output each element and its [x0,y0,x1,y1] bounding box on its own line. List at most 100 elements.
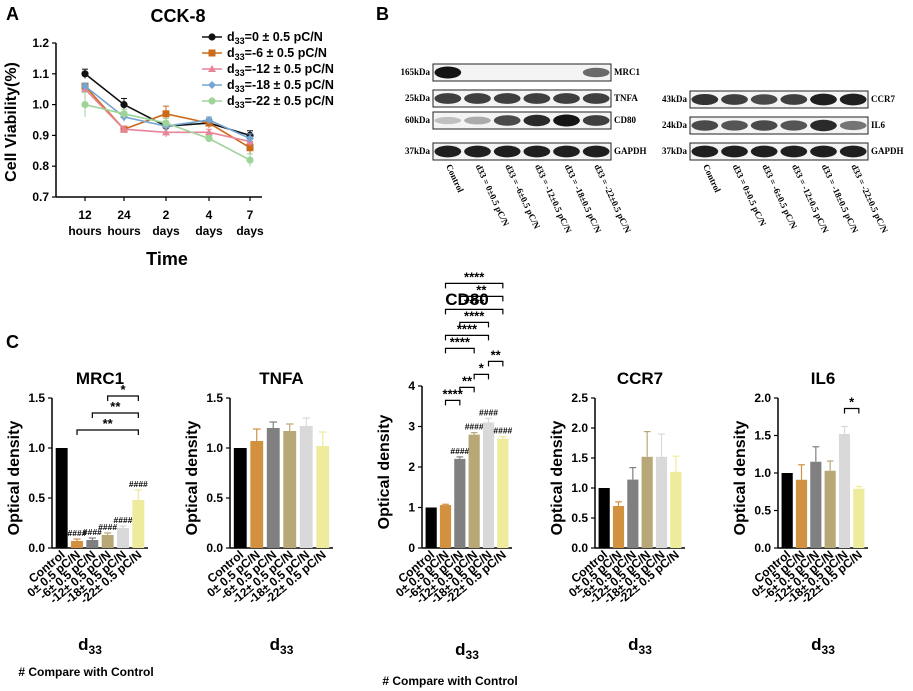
bar [627,479,639,548]
x-axis-label: d33 [628,635,652,657]
bar [781,473,793,548]
significance-bracket [843,407,860,414]
bar [266,428,280,548]
blot-right: 43kDa CCR7 24kDa IL6 37kDa GAPDH Control d33 = … [662,90,904,235]
significance-stars: **** [464,295,485,310]
bar [612,506,625,548]
y-tick-label: 0.5 [28,491,45,505]
significance-hash: #### [450,446,469,456]
blot-band [691,120,719,131]
significance-stars: ** [462,373,473,388]
blot-strip [432,63,612,82]
significance-bracket [444,334,490,341]
y-tick-label: 0.9 [32,128,49,142]
blot-band [493,145,521,158]
bar [250,441,264,548]
significance-bracket [444,347,475,354]
blot-band [523,145,551,158]
y-tick-label: 1.5 [28,391,45,405]
band-protein-label: GAPDH [614,146,647,156]
bar [598,488,610,548]
y-tick-label: 1.5 [571,451,588,465]
y-tick-label: 0.7 [32,190,49,204]
bar [316,446,330,548]
y-tick-label: 0.0 [754,541,771,555]
x-axis-label: d33 [78,635,102,657]
blot-band [750,94,778,105]
legend-item: d33=-6 ± 0.5 pC/N [202,46,327,62]
chart-title: CD80 [445,290,488,309]
x-axis-label: Time [146,249,188,269]
x-tick-label: days [195,224,223,238]
blot-band [721,94,748,105]
bar [86,540,99,548]
band-protein-label: IL6 [871,120,886,130]
band-kda-label: 37kDa [662,146,688,156]
footnote-left: # Compare with Control [18,665,153,679]
significance-stars: ** [476,282,487,297]
y-tick-label: 0.0 [206,541,223,555]
lane-label: d33 = 0±0.5 pC/N [474,163,512,228]
x-tick-label: hours [107,224,141,238]
lane-label: Control [444,163,466,195]
y-tick-label: 4 [408,379,415,393]
data-point [205,134,213,143]
blot-band [721,145,748,158]
y-tick-label: 0.0 [28,541,45,555]
data-point [162,110,170,118]
y-tick-label: 2.0 [571,421,588,435]
x-axis-label: d33 [811,635,835,657]
x-tick-label: 2 [163,208,170,222]
y-tick-label: 1.0 [571,481,588,495]
data-point [162,128,170,136]
bar [55,448,68,548]
blot-band [750,145,778,158]
y-tick-label: 1.1 [32,67,49,81]
significance-stars: ** [491,347,502,362]
blot-band [582,93,610,104]
data-point [246,134,254,143]
bar [641,456,653,548]
chart-title: CCK-8 [150,6,205,26]
significance-stars: **** [464,308,485,323]
x-tick-label: days [152,224,180,238]
data-point [81,70,89,78]
blot-left: 165kDa MRC1 25kDa TNFA 60kDa CD80 37kDa GAPDH Co… [400,63,647,235]
x-tick-label: days [236,224,264,238]
significance-stars: ** [110,399,121,414]
significance-bracket [91,412,139,418]
chart-title: CCR7 [617,369,663,388]
blot-band [582,115,610,126]
band-protein-label: TNFA [614,93,638,103]
blot-band [839,93,867,106]
bar [71,541,83,548]
blot-band [493,115,521,126]
x-tick-label: 7 [247,208,254,222]
y-axis-label: Cell Viability(%) [3,62,20,182]
blot-band [464,145,491,158]
y-axis-label: Optical density [732,421,749,536]
significance-stars: ** [103,416,114,431]
blot-band [780,120,808,131]
band-kda-label: 165kDa [400,67,430,77]
chart-title: TNFA [259,369,303,388]
data-point [205,128,213,136]
bar [101,535,114,548]
significance-hash: #### [129,479,148,489]
blot-band [582,145,610,158]
blot-band [434,116,462,125]
y-tick-label: 1.0 [206,441,223,455]
band-kda-label: 37kDa [405,146,431,156]
significance-stars: **** [464,269,485,284]
bar [132,500,145,548]
x-axis-label: d33 [270,635,294,657]
legend-marker [208,97,216,105]
western-blot-panel: 165kDa MRC1 25kDa TNFA 60kDa CD80 37kDa GAPDH Co… [400,63,904,235]
y-tick-label: 1.0 [32,98,49,112]
bar [670,471,682,548]
